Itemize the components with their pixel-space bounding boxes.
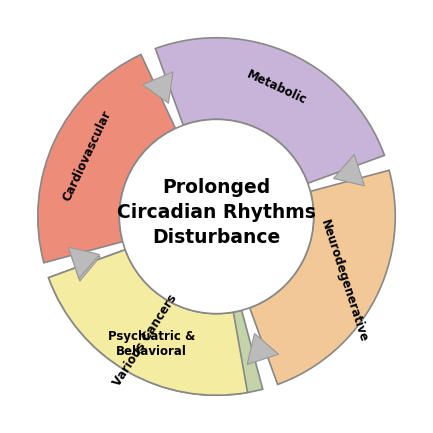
Text: Neurodegenerative: Neurodegenerative [318,218,370,344]
Text: Cardiovascular: Cardiovascular [60,109,114,204]
Text: Psychiatric &
Behavioral: Psychiatric & Behavioral [108,330,195,358]
Text: Various Cancers: Various Cancers [110,292,180,388]
Polygon shape [69,250,100,281]
Wedge shape [250,170,395,385]
Polygon shape [247,333,278,365]
Text: Prolonged
Circadian Rhythms
Disturbance: Prolonged Circadian Rhythms Disturbance [117,178,316,247]
Wedge shape [48,250,248,395]
Polygon shape [333,155,365,186]
Wedge shape [155,38,385,183]
Polygon shape [68,247,100,278]
Circle shape [120,120,313,313]
Polygon shape [142,72,173,103]
Wedge shape [38,55,175,263]
Text: Metabolic: Metabolic [245,68,309,107]
Wedge shape [48,250,263,395]
